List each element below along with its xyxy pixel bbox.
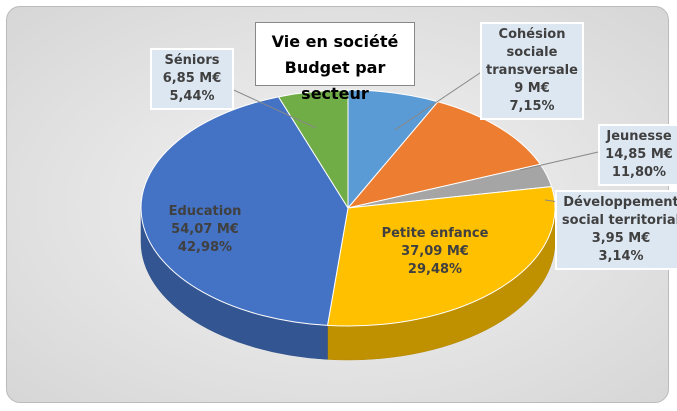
percentage-label: 7,15%	[509, 99, 555, 114]
slice-tops	[140, 89, 556, 327]
data-label: Cohésion sociale transversale 9 M€ 7,15%	[480, 22, 584, 120]
data-label: Développement social territorial 3,95 M€ 3…	[555, 190, 677, 270]
category-label: Jeunesse	[606, 129, 672, 144]
percentage-label: 11,80%	[611, 165, 667, 180]
percentage-label: 5,44%	[169, 89, 215, 104]
data-label: Séniors 6,85 M€ 5,44%	[150, 48, 234, 110]
chart-title: Vie en société	[271, 32, 399, 51]
chart-subtitle: Budget par secteur	[284, 58, 386, 103]
slice	[326, 186, 556, 327]
category-label: Développement social territorial	[561, 195, 677, 228]
value-label: 54,07 M€	[171, 222, 239, 237]
slice	[277, 89, 349, 210]
category-label: Cohésion sociale transversale	[486, 27, 578, 78]
data-label: Jeunesse 14,85 M€ 11,80%	[598, 124, 677, 186]
category-label: Séniors	[164, 53, 220, 68]
value-label: 6,85 M€	[162, 71, 222, 86]
title-box: Vie en société Budget par secteur	[255, 22, 415, 103]
value-label: 3,95 M€	[591, 231, 651, 246]
data-label: Education 54,07 M€ 42,98%	[150, 203, 260, 257]
percentage-label: 3,14%	[598, 249, 644, 264]
percentage-label: 29,48%	[407, 262, 463, 277]
value-label: 9 M€	[514, 81, 550, 96]
percentage-label: 42,98%	[177, 240, 233, 255]
category-label: Petite enfance	[381, 226, 489, 241]
slice	[346, 101, 542, 209]
category-label: Education	[168, 204, 242, 219]
data-label: Petite enfance 37,09 M€ 29,48%	[375, 225, 495, 279]
slice	[140, 96, 349, 326]
value-label: 14,85 M€	[605, 147, 673, 162]
value-label: 37,09 M€	[401, 244, 469, 259]
